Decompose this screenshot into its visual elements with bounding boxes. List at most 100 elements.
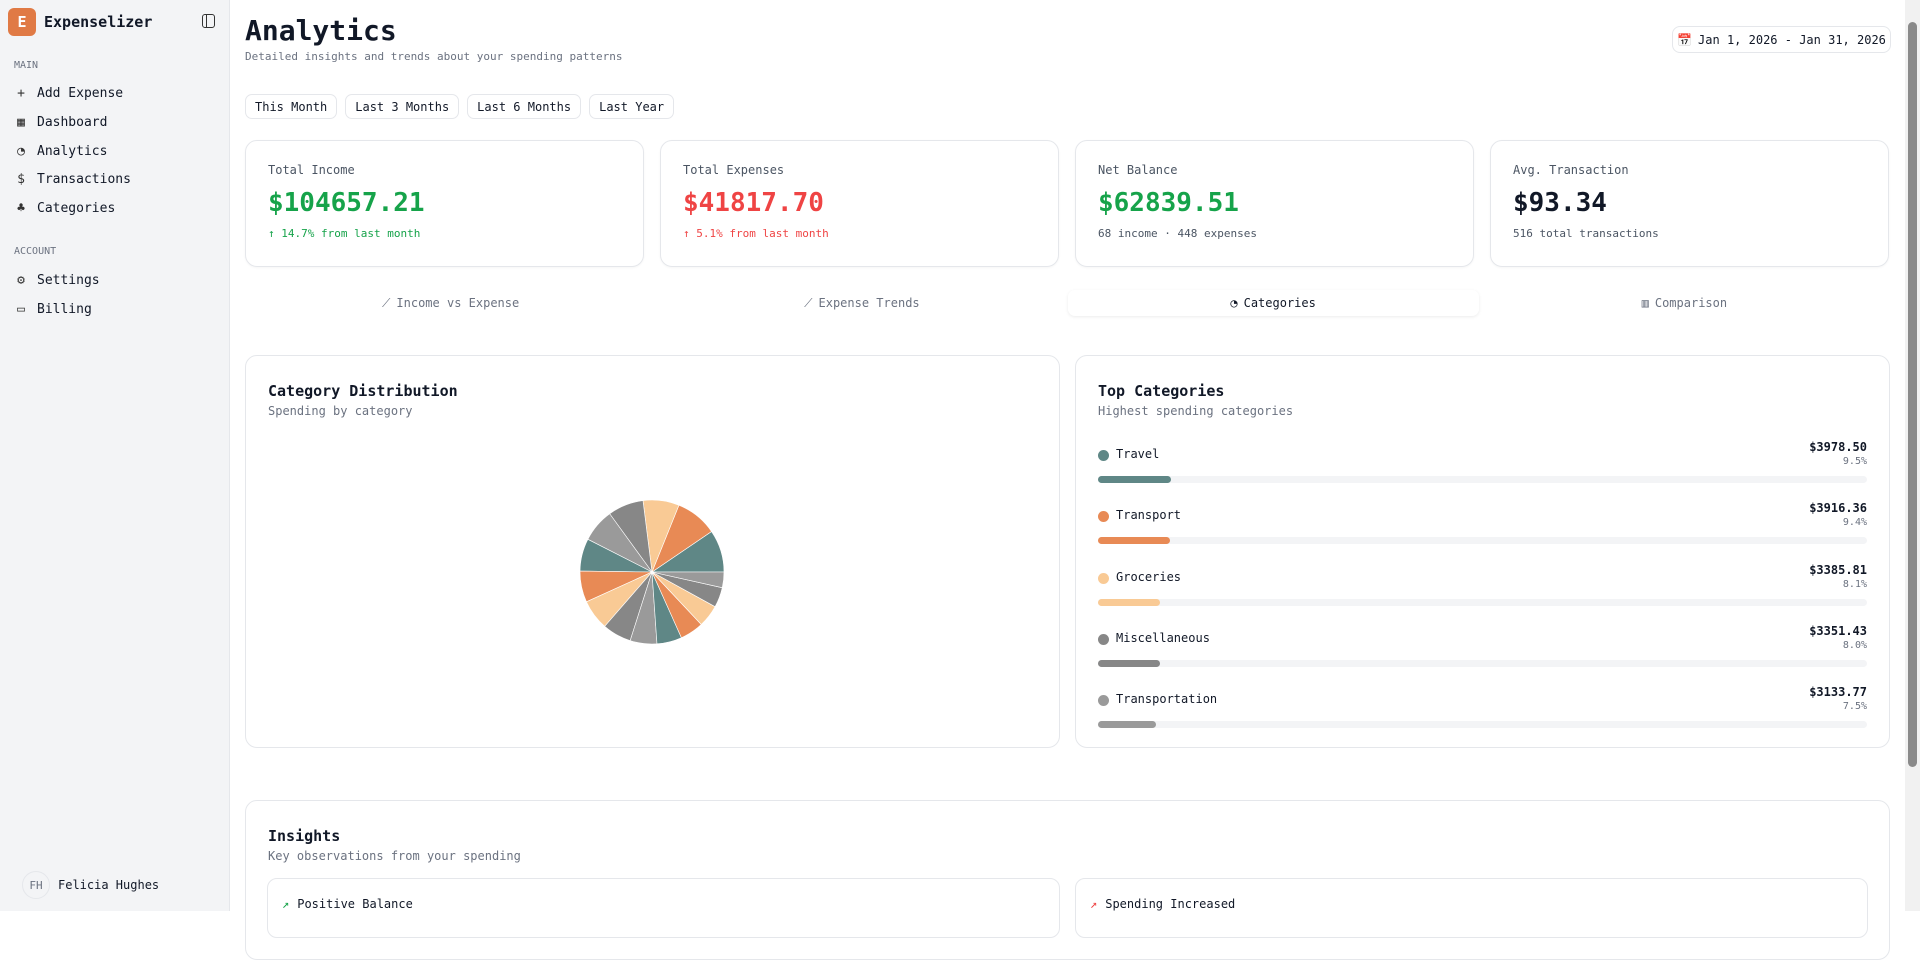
user-profile[interactable]: FH Felicia Hughes (22, 871, 159, 899)
kpi-net-balance: Net Balance $62839.51 68 income · 448 expe… (1075, 140, 1474, 267)
categories-icon: ♣ (17, 200, 25, 216)
sidebar-item-categories[interactable]: ♣ Categories (14, 197, 115, 219)
category-row: Transport $3916.36 9.4% (1098, 501, 1867, 562)
category-name: Miscellaneous (1116, 630, 1210, 645)
sidebar-item-label: Transactions (37, 171, 131, 187)
sidebar-item-transactions[interactable]: $ Transactions (14, 168, 131, 190)
app-logo: E (8, 8, 36, 36)
category-row: Transportation $3133.77 7.5% (1098, 685, 1867, 746)
sidebar-item-label: Billing (37, 301, 92, 317)
section-label-account: ACCOUNT (14, 246, 57, 257)
category-distribution-card: Category Distribution Spending by catego… (245, 355, 1060, 748)
category-amount: $3916.36 (1809, 501, 1867, 516)
category-progress-bar (1098, 659, 1867, 667)
date-range-picker[interactable]: 📅 Jan 1, 2026 - Jan 31, 2026 (1672, 26, 1891, 53)
category-progress-bar (1098, 476, 1867, 483)
scrollbar[interactable] (1905, 0, 1920, 911)
category-progress-bar (1098, 721, 1867, 729)
sidebar-item-label: Analytics (37, 143, 108, 159)
kpi-label: Net Balance (1098, 163, 1178, 177)
category-progress-fill (1098, 659, 1160, 667)
period-last-6-months-button[interactable]: Last 6 Months (467, 94, 582, 119)
kpi-value: $93.34 (1513, 188, 1607, 218)
period-last-3-months-button[interactable]: Last 3 Months (345, 94, 460, 119)
page-subtitle: Detailed insights and trends about your … (245, 50, 623, 63)
section-label-main: MAIN (14, 60, 39, 71)
insight-positive-balance: ↗ Positive Balance (267, 878, 1060, 938)
tab-categories[interactable]: ◔ Categories (1067, 290, 1479, 316)
kpi-value: $62839.51 (1098, 188, 1239, 218)
insight-label: Spending Increased (1105, 897, 1236, 911)
category-percent: 7.5% (1842, 701, 1867, 713)
tab-label: Income vs Expense (396, 296, 520, 310)
category-name: Groceries (1116, 569, 1182, 584)
category-percent: 9.4% (1842, 517, 1867, 529)
category-row: Miscellaneous $3351.43 8.0% (1098, 624, 1867, 685)
avatar: FH (22, 871, 50, 899)
sidebar-item-analytics[interactable]: ◔ Analytics (14, 140, 107, 162)
sidebar-item-label: Settings (37, 272, 100, 288)
tab-expense-trends[interactable]: ⟋ Expense Trends (656, 290, 1067, 316)
category-color-dot (1098, 511, 1109, 523)
pie-slice[interactable] (651, 571, 725, 589)
billing-icon: ▭ (17, 301, 25, 317)
page-title: Analytics (245, 14, 397, 47)
card-subtitle: Highest spending categories (1098, 404, 1294, 418)
gear-icon: ⚙ (17, 272, 25, 288)
main-content: Analytics Detailed insights and trends a… (245, 0, 1905, 960)
top-categories-list: Travel $3978.50 9.5% Transport $3916.36 … (1098, 440, 1867, 746)
kpi-avg-transaction: Avg. Transaction $93.34 516 total transact… (1490, 140, 1889, 267)
receipt-icon: $ (17, 171, 25, 187)
tab-comparison[interactable]: ▥ Comparison (1479, 290, 1890, 316)
category-color-dot (1098, 450, 1109, 461)
category-name: Transport (1116, 508, 1182, 523)
period-last-year-button[interactable]: Last Year (589, 94, 675, 119)
trending-up-icon: ↗ (282, 897, 290, 911)
tab-label: Expense Trends (818, 296, 920, 310)
kpi-value: $41817.70 (683, 188, 824, 218)
analytics-tabs: ⟋ Income vs Expense ⟋ Expense Trends ◔ Cate… (245, 290, 1890, 316)
sidebar-item-label: Dashboard (37, 114, 108, 130)
kpi-total-income: Total Income $104657.21 ↑ 14.7% from last … (245, 140, 644, 267)
category-progress-fill (1098, 598, 1161, 606)
insight-label: Positive Balance (297, 897, 413, 911)
category-name: Transportation (1116, 692, 1218, 707)
kpi-label: Total Income (268, 163, 355, 177)
category-progress-bar (1098, 537, 1867, 545)
sidebar-item-add-expense[interactable]: + Add Expense (14, 82, 123, 104)
category-percent: 8.1% (1842, 578, 1867, 590)
plus-icon: + (17, 85, 25, 101)
category-progress-fill (1098, 537, 1171, 545)
card-title: Category Distribution (268, 382, 458, 400)
kpi-note: ↑ 14.7% from last month (268, 227, 421, 240)
date-range-label: Jan 1, 2026 - Jan 31, 2026 (1698, 32, 1886, 47)
card-subtitle: Key observations from your spending (268, 849, 521, 863)
sidebar-item-billing[interactable]: ▭ Billing (14, 298, 92, 320)
category-progress-fill (1098, 721, 1156, 729)
sidebar-toggle-icon[interactable] (202, 14, 215, 28)
user-name: Felicia Hughes (58, 878, 160, 892)
kpi-total-expenses: Total Expenses $41817.70 ↑ 5.1% from last … (660, 140, 1059, 267)
category-amount: $3133.77 (1809, 685, 1867, 700)
sidebar-item-settings[interactable]: ⚙ Settings (14, 269, 100, 291)
kpi-note: ↑ 5.1% from last month (683, 227, 829, 240)
category-progress-fill (1098, 476, 1172, 483)
kpi-cards: Total Income $104657.21 ↑ 14.7% from last … (245, 140, 1889, 267)
category-color-dot (1098, 633, 1109, 645)
insight-spending-increased: ↗ Spending Increased (1075, 878, 1868, 938)
scrollbar-thumb[interactable] (1908, 22, 1917, 767)
tab-label: Categories (1243, 296, 1316, 310)
card-title: Insights (268, 827, 341, 845)
tab-label: Comparison (1654, 296, 1728, 310)
category-percent: 8.0% (1842, 639, 1867, 651)
sidebar-item-label: Categories (37, 200, 116, 216)
kpi-value: $104657.21 (268, 188, 425, 218)
pie-chart-icon: ◔ (17, 143, 25, 159)
calendar-icon: 📅 (1677, 32, 1693, 47)
category-amount: $3351.43 (1809, 623, 1867, 638)
top-categories-card: Top Categories Highest spending categori… (1075, 355, 1890, 748)
period-this-month-button[interactable]: This Month (245, 94, 338, 119)
pie-chart (579, 499, 725, 645)
sidebar-item-dashboard[interactable]: ▦ Dashboard (14, 111, 107, 133)
tab-income-vs-expense[interactable]: ⟋ Income vs Expense (245, 290, 656, 316)
